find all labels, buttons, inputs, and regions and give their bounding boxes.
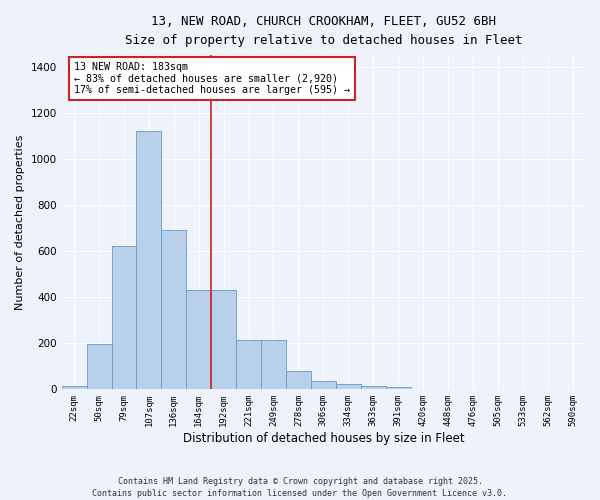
Y-axis label: Number of detached properties: Number of detached properties [15,134,25,310]
Bar [62,386,86,390]
Bar [286,371,311,390]
Title: 13, NEW ROAD, CHURCH CROOKHAM, FLEET, GU52 6BH
Size of property relative to deta: 13, NEW ROAD, CHURCH CROOKHAM, FLEET, GU… [125,15,522,47]
Bar [311,382,336,390]
Text: Contains HM Land Registry data © Crown copyright and database right 2025.
Contai: Contains HM Land Registry data © Crown c… [92,476,508,498]
Bar [261,340,286,390]
Bar [336,384,361,390]
Bar [136,131,161,390]
Bar [112,246,136,390]
Bar [86,344,112,390]
Bar [236,340,261,390]
Bar [161,230,186,390]
Bar [386,388,410,390]
X-axis label: Distribution of detached houses by size in Fleet: Distribution of detached houses by size … [182,432,464,445]
Text: 13 NEW ROAD: 183sqm
← 83% of detached houses are smaller (2,920)
17% of semi-det: 13 NEW ROAD: 183sqm ← 83% of detached ho… [74,62,350,95]
Bar [211,290,236,390]
Bar [361,386,386,390]
Bar [186,290,211,390]
